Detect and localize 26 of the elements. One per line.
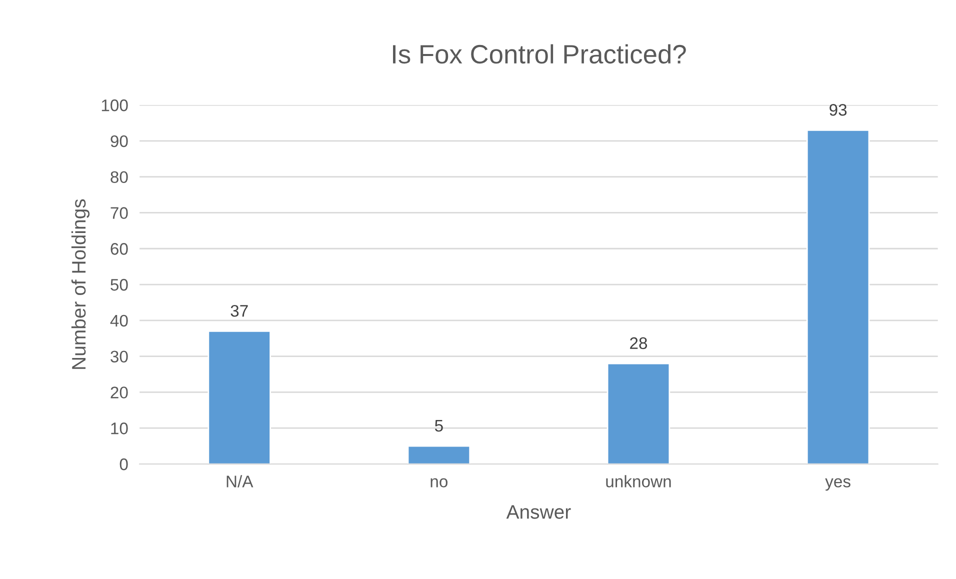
y-tick-label: 100 — [102, 99, 128, 112]
y-tick-label: 30 — [110, 350, 128, 363]
y-tick-label: 90 — [110, 135, 128, 148]
x-axis-title: Answer — [506, 505, 571, 519]
y-tick-label: 60 — [110, 243, 128, 255]
y-tick-label: 70 — [110, 207, 128, 219]
y-tick-label: 50 — [110, 278, 128, 291]
y-tick-label: 80 — [110, 171, 128, 184]
x-tick-label: unknown — [606, 475, 671, 488]
y-axis-title: Number of Holdings — [71, 199, 90, 369]
y-tick-label: 0 — [120, 458, 128, 470]
bar — [407, 445, 471, 464]
x-tick-label: yes — [825, 478, 850, 491]
data-label: 5 — [434, 420, 443, 432]
y-tick-label: 10 — [111, 422, 128, 434]
data-label: 28 — [630, 337, 648, 350]
x-tick-label: no — [430, 478, 448, 488]
bar — [806, 129, 870, 464]
chart-title: Is Fox Control Practiced? — [393, 44, 686, 64]
data-label: 37 — [230, 304, 248, 317]
x-tick-label: N/A — [226, 475, 254, 488]
y-tick-label: 40 — [110, 314, 128, 327]
data-label: 93 — [830, 104, 847, 116]
bar — [208, 330, 271, 464]
y-tick-label: 20 — [110, 386, 128, 398]
bar — [606, 362, 670, 464]
